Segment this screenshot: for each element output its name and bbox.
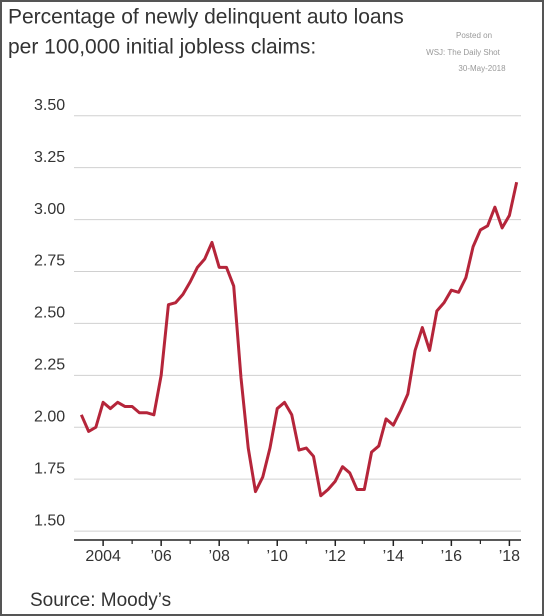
y-tick-label: 3.50 [34,97,65,114]
y-tick-label: 3.25 [34,149,65,166]
y-tick-label: 1.75 [34,460,65,477]
line-series [79,181,519,498]
x-tick-label: ’10 [267,548,288,565]
x-tick-label: ’18 [499,548,520,565]
y-tick-label: 2.50 [34,305,65,322]
x-tick-label: ’06 [150,548,171,565]
annotation: 30-May-2018 [458,64,506,73]
x-tick-label: ’16 [441,548,462,565]
x-tick-label: ’12 [325,548,346,565]
source: Source: Moody’s [30,590,171,611]
y-tick-label: 1.50 [34,512,65,529]
x-tick-label: ’08 [209,548,230,565]
x-tick-label: ’14 [383,548,404,565]
x-tick-label: 2004 [85,548,121,565]
annotation: Posted on [456,31,492,40]
chart-title: Percentage of newly delinquent auto loan… [8,6,404,29]
y-tick-label: 2.25 [34,357,65,374]
y-tick-label: 2.75 [34,253,65,270]
y-tick-label: 2.00 [34,408,65,425]
chart-title: per 100,000 initial jobless claims: [8,36,316,59]
annotation: WSJ: The Daily Shot [426,48,500,57]
y-tick-label: 3.00 [34,201,65,218]
